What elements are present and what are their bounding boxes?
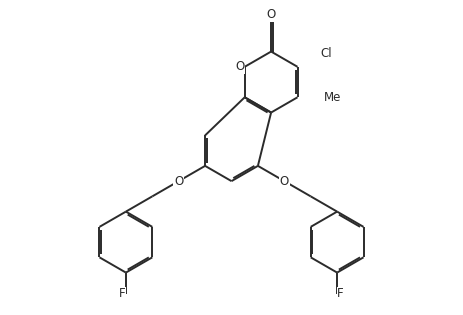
Text: F: F <box>337 287 344 301</box>
Text: Me: Me <box>324 91 341 104</box>
Text: O: O <box>267 8 276 21</box>
Text: O: O <box>236 60 245 73</box>
Text: Cl: Cl <box>320 47 332 60</box>
Text: O: O <box>174 175 183 188</box>
Text: O: O <box>280 175 289 188</box>
Text: F: F <box>119 287 126 301</box>
